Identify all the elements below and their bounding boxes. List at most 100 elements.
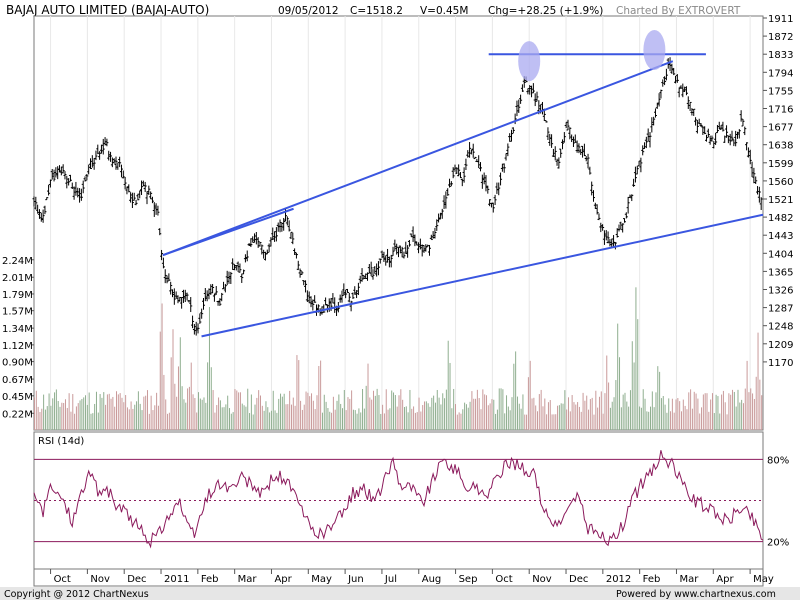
volume-bar [759,379,761,430]
volume-bar [298,360,300,430]
header-credit: Charted By EXTROVERT [616,5,741,17]
volume-bar [245,406,247,430]
volume-axis: 2.24M 2.01M 1.79M 1.57M 1.34M 1.12M 0.90M 0.67M… [2,256,34,420]
volume-bar [97,412,99,430]
volume-bar [334,409,336,430]
volume-bar [604,393,606,430]
volume-bar [263,410,265,430]
volume-bar [187,388,189,430]
volume-bar [254,404,256,430]
volume-bar [336,400,338,430]
volume-bar [145,395,147,430]
volume-bar [210,367,212,430]
volume-bar [278,398,280,430]
volume-bar [198,392,200,430]
volume-bar [644,398,646,430]
volume-bar [562,403,564,430]
volume-bar [378,395,380,430]
volume-bar [631,341,633,430]
volume-bar [219,400,221,430]
volume-bar [544,398,546,430]
volume-bar [290,404,292,430]
volume-bar [362,388,364,430]
volume-bar [369,397,371,430]
volume-bar [580,411,582,430]
volume-bar [205,402,207,430]
volume-bar [416,412,418,430]
volume-tick-label: 0.45M [2,392,33,403]
header-date: 09/05/2012 [278,5,339,17]
time-tick-label: Sep [459,574,478,585]
volume-bar [340,403,342,430]
volume-bar [424,401,426,430]
volume-bar [55,389,57,430]
price-tick-label: 1287 [768,304,793,315]
volume-bar [300,400,302,430]
volume-bar [436,389,438,430]
volume-bar [212,390,214,430]
volume-bar [221,407,223,430]
volume-bar [374,395,376,430]
volume-bar [498,388,500,430]
footer-copyright: Copyright @ 2012 ChartNexus [4,589,149,600]
volume-bar [566,409,568,430]
volume-bar [737,389,739,430]
volume-bar [593,414,595,430]
volume-bar [119,393,121,430]
volume-bar [701,407,703,430]
volume-bar [597,407,599,430]
volume-bar [37,406,39,430]
volume-bar [671,398,673,430]
volume-tick-label: 1.12M [2,341,33,352]
volume-bar [239,392,241,430]
volume-bar [137,391,139,430]
header-change: Chg=+28.25 (+1.9%) [488,5,603,17]
volume-bar [670,411,672,430]
volume-bar [150,395,152,430]
volume-bar [170,357,172,430]
volume-bar [420,411,422,430]
volume-bar [203,397,205,430]
volume-bar [283,393,285,430]
volume-bar [526,414,528,430]
volume-bar [713,413,715,430]
volume-bar [125,395,127,430]
volume-bar [748,392,750,430]
volume-bar [730,394,732,430]
volume-bar [351,390,353,430]
price-tick-label: 1872 [768,32,793,43]
volume-bar [123,402,125,430]
volume-bar [92,413,94,430]
volume-tick-label: 0.90M [2,358,33,369]
volume-bar [542,406,544,430]
volume-bar [540,389,542,430]
volume-bar [88,392,90,430]
volume-bar [358,408,360,430]
volume-bar [66,407,68,430]
volume-bar [502,389,504,430]
volume-bar [321,412,323,430]
volume-bar [507,406,509,430]
price-tick-label: 1521 [768,195,793,206]
price-tick-label: 1833 [768,50,793,61]
volume-bar [101,397,103,430]
volume-bar [449,362,451,430]
time-tick-label: Mar [679,574,699,585]
volume-bar [431,397,433,430]
volume-bar [732,389,734,430]
volume-bar [139,403,141,430]
volume-bar [329,411,331,430]
volume-bar [589,399,591,430]
volume-bar [642,389,644,430]
time-tick-label: 2011 [164,574,189,585]
volume-bar [602,413,604,430]
volume-bar [611,401,613,430]
price-tick-label: 1599 [768,159,793,170]
price-tick-label: 1716 [768,105,793,116]
volume-bar [39,412,41,430]
volume-bar [376,388,378,430]
price-tick-label: 1482 [768,213,793,224]
volume-bar [485,395,487,430]
volume-bar [307,392,309,430]
volume-bar [95,391,97,430]
